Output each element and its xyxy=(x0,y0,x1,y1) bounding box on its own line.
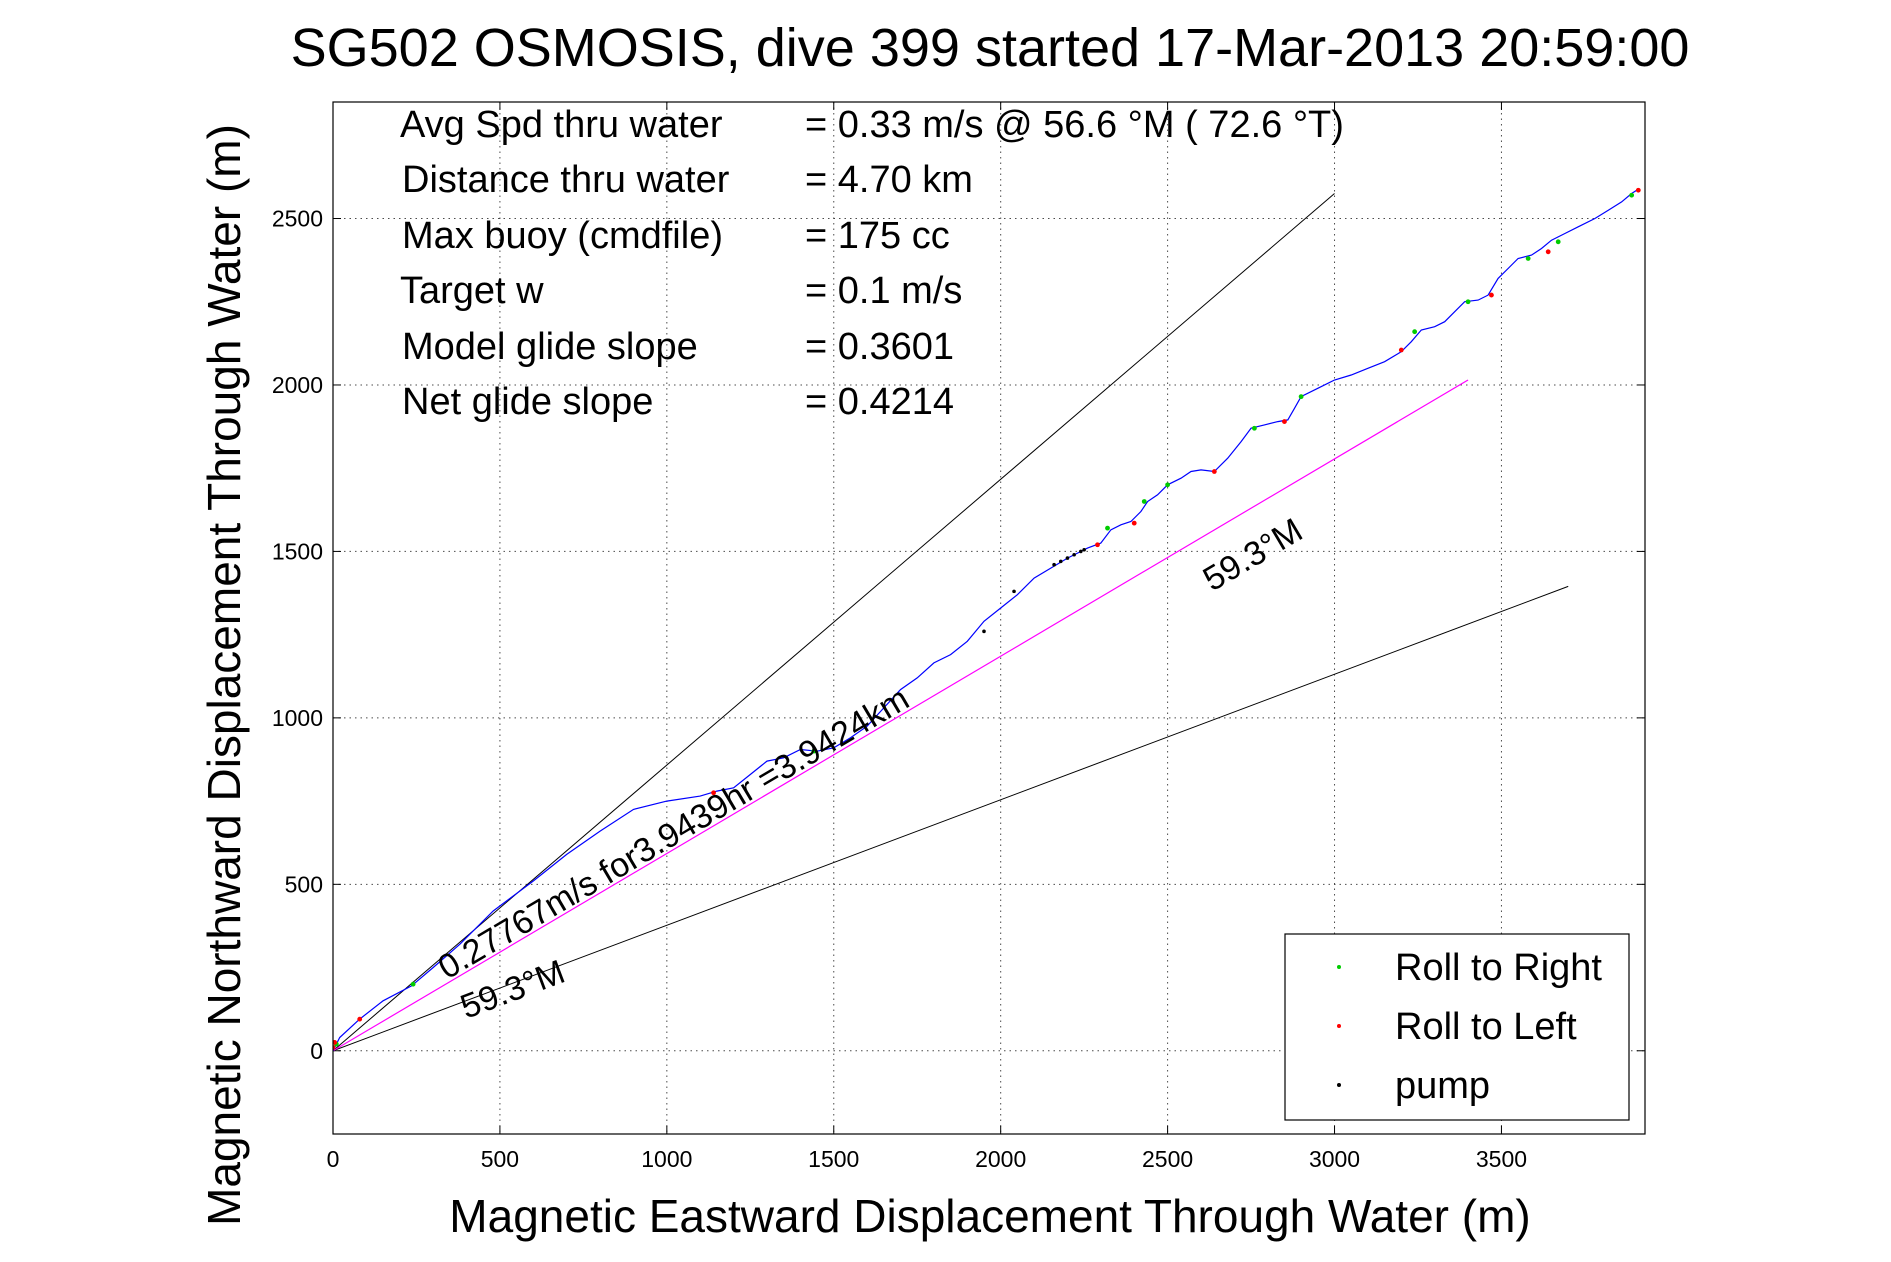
pump-marker xyxy=(1082,547,1086,552)
info-label-max-buoy: Max buoy (cmdfile) xyxy=(402,215,723,257)
roll-left-marker xyxy=(1211,469,1217,474)
roll-right-marker xyxy=(1525,256,1531,261)
info-label-target-w: Target w xyxy=(400,270,544,312)
course-lower-bound-line xyxy=(333,585,1569,1052)
info-value-distance: = 4.70 km xyxy=(805,159,973,201)
x-tick-label: 1000 xyxy=(641,1146,692,1172)
roll-left-marker xyxy=(1489,292,1494,298)
roll-right-marker xyxy=(1165,482,1171,488)
roll-and-pump-markers xyxy=(333,187,1641,1050)
x-tick-label: 2500 xyxy=(1142,1146,1193,1172)
roll-right-marker xyxy=(1629,192,1635,198)
x-tick-label: 1500 xyxy=(808,1146,859,1172)
info-value-model-glide: = 0.3601 xyxy=(805,326,954,368)
legend-roll-left-label: Roll to Left xyxy=(1395,1006,1577,1048)
legend-roll-right-marker xyxy=(1337,965,1341,969)
x-tick-label: 0 xyxy=(327,1146,340,1172)
axis-ticks: 0 500 1000 1500 2000 2500 3000 3500 0 500 1000 1500… xyxy=(272,102,1645,1172)
roll-left-marker xyxy=(1635,187,1641,193)
pump-marker xyxy=(1052,562,1056,567)
dive-info-block: Avg Spd thru water = 0.33 m/s @ 56.6 °M … xyxy=(400,104,1344,423)
pump-marker xyxy=(1079,549,1083,554)
chart-title: SG502 OSMOSIS, dive 399 started 17-Mar-2… xyxy=(291,18,1690,78)
roll-left-marker xyxy=(357,1016,363,1022)
legend: Roll to Right Roll to Left pump xyxy=(1284,933,1630,1121)
pump-marker xyxy=(982,629,986,634)
roll-right-marker xyxy=(1555,239,1561,245)
y-tick-label: 1500 xyxy=(272,538,323,564)
info-value-max-buoy: = 175 cc xyxy=(805,215,950,257)
pump-marker xyxy=(1072,552,1076,557)
roll-left-marker xyxy=(1282,419,1287,424)
roll-right-marker xyxy=(1141,499,1147,504)
pump-marker xyxy=(1058,559,1063,564)
roll-right-marker xyxy=(1412,329,1418,335)
roll-right-marker xyxy=(1252,425,1257,431)
info-label-avg-speed: Avg Spd thru water xyxy=(400,104,723,146)
x-tick-label: 3000 xyxy=(1309,1146,1360,1172)
roll-left-marker xyxy=(711,790,716,796)
y-tick-label: 500 xyxy=(285,871,323,897)
y-tick-label: 1000 xyxy=(272,705,323,731)
info-value-avg-speed: = 0.33 m/s @ 56.6 °M ( 72.6 °T) xyxy=(805,104,1344,146)
legend-box xyxy=(1284,933,1630,1121)
x-axis-label: Magnetic Eastward Displacement Through W… xyxy=(449,1190,1530,1242)
roll-left-marker xyxy=(1095,542,1100,548)
roll-left-marker xyxy=(1398,347,1404,353)
plot-frame xyxy=(332,101,1646,1135)
pump-marker xyxy=(1065,556,1070,560)
roll-right-marker xyxy=(811,748,817,754)
roll-left-marker xyxy=(1545,249,1551,255)
roll-left-marker xyxy=(333,1040,338,1045)
roll-right-marker xyxy=(1465,299,1471,305)
legend-roll-left-marker xyxy=(1337,1024,1341,1028)
info-value-net-glide: = 0.4214 xyxy=(805,381,954,423)
x-tick-label: 2000 xyxy=(975,1146,1026,1172)
roll-right-marker xyxy=(410,981,416,987)
x-tick-label: 500 xyxy=(481,1146,519,1172)
y-tick-label: 0 xyxy=(310,1038,323,1064)
course-upper-bound-line xyxy=(333,193,1335,1052)
pump-marker xyxy=(1012,589,1016,594)
track-line xyxy=(333,189,1638,1052)
roll-right-marker xyxy=(1105,525,1110,531)
info-label-distance: Distance thru water xyxy=(402,159,730,201)
legend-pump-marker xyxy=(1337,1083,1341,1087)
roll-right-marker xyxy=(1298,394,1304,400)
y-tick-label: 2500 xyxy=(272,206,323,232)
y-tick-label: 2000 xyxy=(272,372,323,398)
info-label-net-glide: Net glide slope xyxy=(402,381,653,423)
legend-roll-right-label: Roll to Right xyxy=(1395,947,1602,989)
x-tick-label: 3500 xyxy=(1476,1146,1527,1172)
info-label-model-glide: Model glide slope xyxy=(402,326,698,368)
legend-pump-label: pump xyxy=(1395,1065,1490,1107)
roll-left-marker xyxy=(1131,520,1137,526)
y-axis-label: Magnetic Northward Displacement Through … xyxy=(198,124,250,1226)
info-value-target-w: = 0.1 m/s xyxy=(805,270,962,312)
net-displacement-line xyxy=(333,379,1469,1052)
